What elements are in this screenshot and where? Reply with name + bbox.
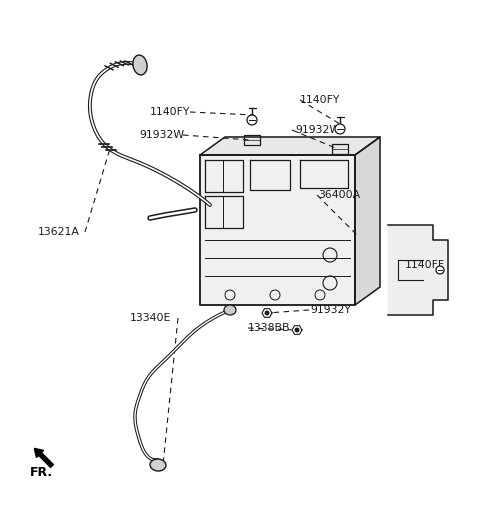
Polygon shape <box>292 326 302 334</box>
Circle shape <box>247 115 257 125</box>
Text: 13340E: 13340E <box>130 313 171 323</box>
Circle shape <box>436 266 444 274</box>
Text: FR.: FR. <box>30 465 53 478</box>
Polygon shape <box>200 137 380 155</box>
Ellipse shape <box>150 459 166 471</box>
Circle shape <box>335 124 345 134</box>
Text: 91932W: 91932W <box>140 130 185 140</box>
Text: 1140FY: 1140FY <box>300 95 340 105</box>
Polygon shape <box>262 309 272 318</box>
Circle shape <box>265 311 269 315</box>
Text: 91932Y: 91932Y <box>310 305 351 315</box>
Polygon shape <box>388 225 448 315</box>
Ellipse shape <box>224 305 236 315</box>
Text: 1140FF: 1140FF <box>405 260 445 270</box>
Text: 1338BB: 1338BB <box>248 323 290 333</box>
Text: 36400A: 36400A <box>318 190 360 200</box>
Text: 1140FY: 1140FY <box>150 107 190 117</box>
Polygon shape <box>355 137 380 305</box>
Polygon shape <box>200 155 355 305</box>
Text: 91932W: 91932W <box>295 125 340 135</box>
FancyArrow shape <box>35 449 53 467</box>
Circle shape <box>295 328 299 332</box>
Bar <box>244 135 260 145</box>
Text: 13621A: 13621A <box>38 227 80 237</box>
Ellipse shape <box>133 55 147 75</box>
Bar <box>332 144 348 154</box>
